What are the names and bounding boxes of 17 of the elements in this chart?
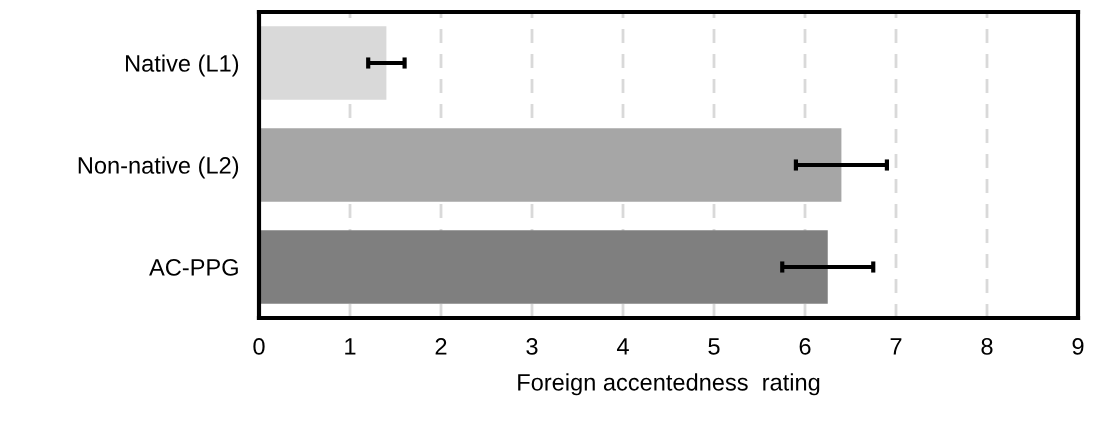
y-tick-label: Native (L1) [126, 54, 239, 77]
x-tick-label: 7 [890, 338, 902, 355]
x-tick-label: 6 [799, 338, 811, 355]
bar [259, 26, 387, 100]
x-tick-label: 2 [435, 338, 447, 355]
x-tick-label: 0 [253, 338, 265, 355]
y-tick-label: Non-native (L2) [78, 156, 239, 179]
bar [259, 128, 842, 202]
x-axis-title: Foreign accentedness rating [518, 373, 820, 396]
x-tick-label: 9 [1072, 338, 1084, 355]
x-tick-label: 1 [345, 338, 356, 355]
x-tick-label: 8 [981, 338, 993, 355]
bar [259, 230, 828, 304]
x-tick-label: 4 [616, 338, 629, 355]
y-tick-label: AC-PPG [149, 259, 238, 276]
x-tick-label: 5 [708, 338, 720, 355]
x-tick-label: 3 [526, 338, 538, 355]
